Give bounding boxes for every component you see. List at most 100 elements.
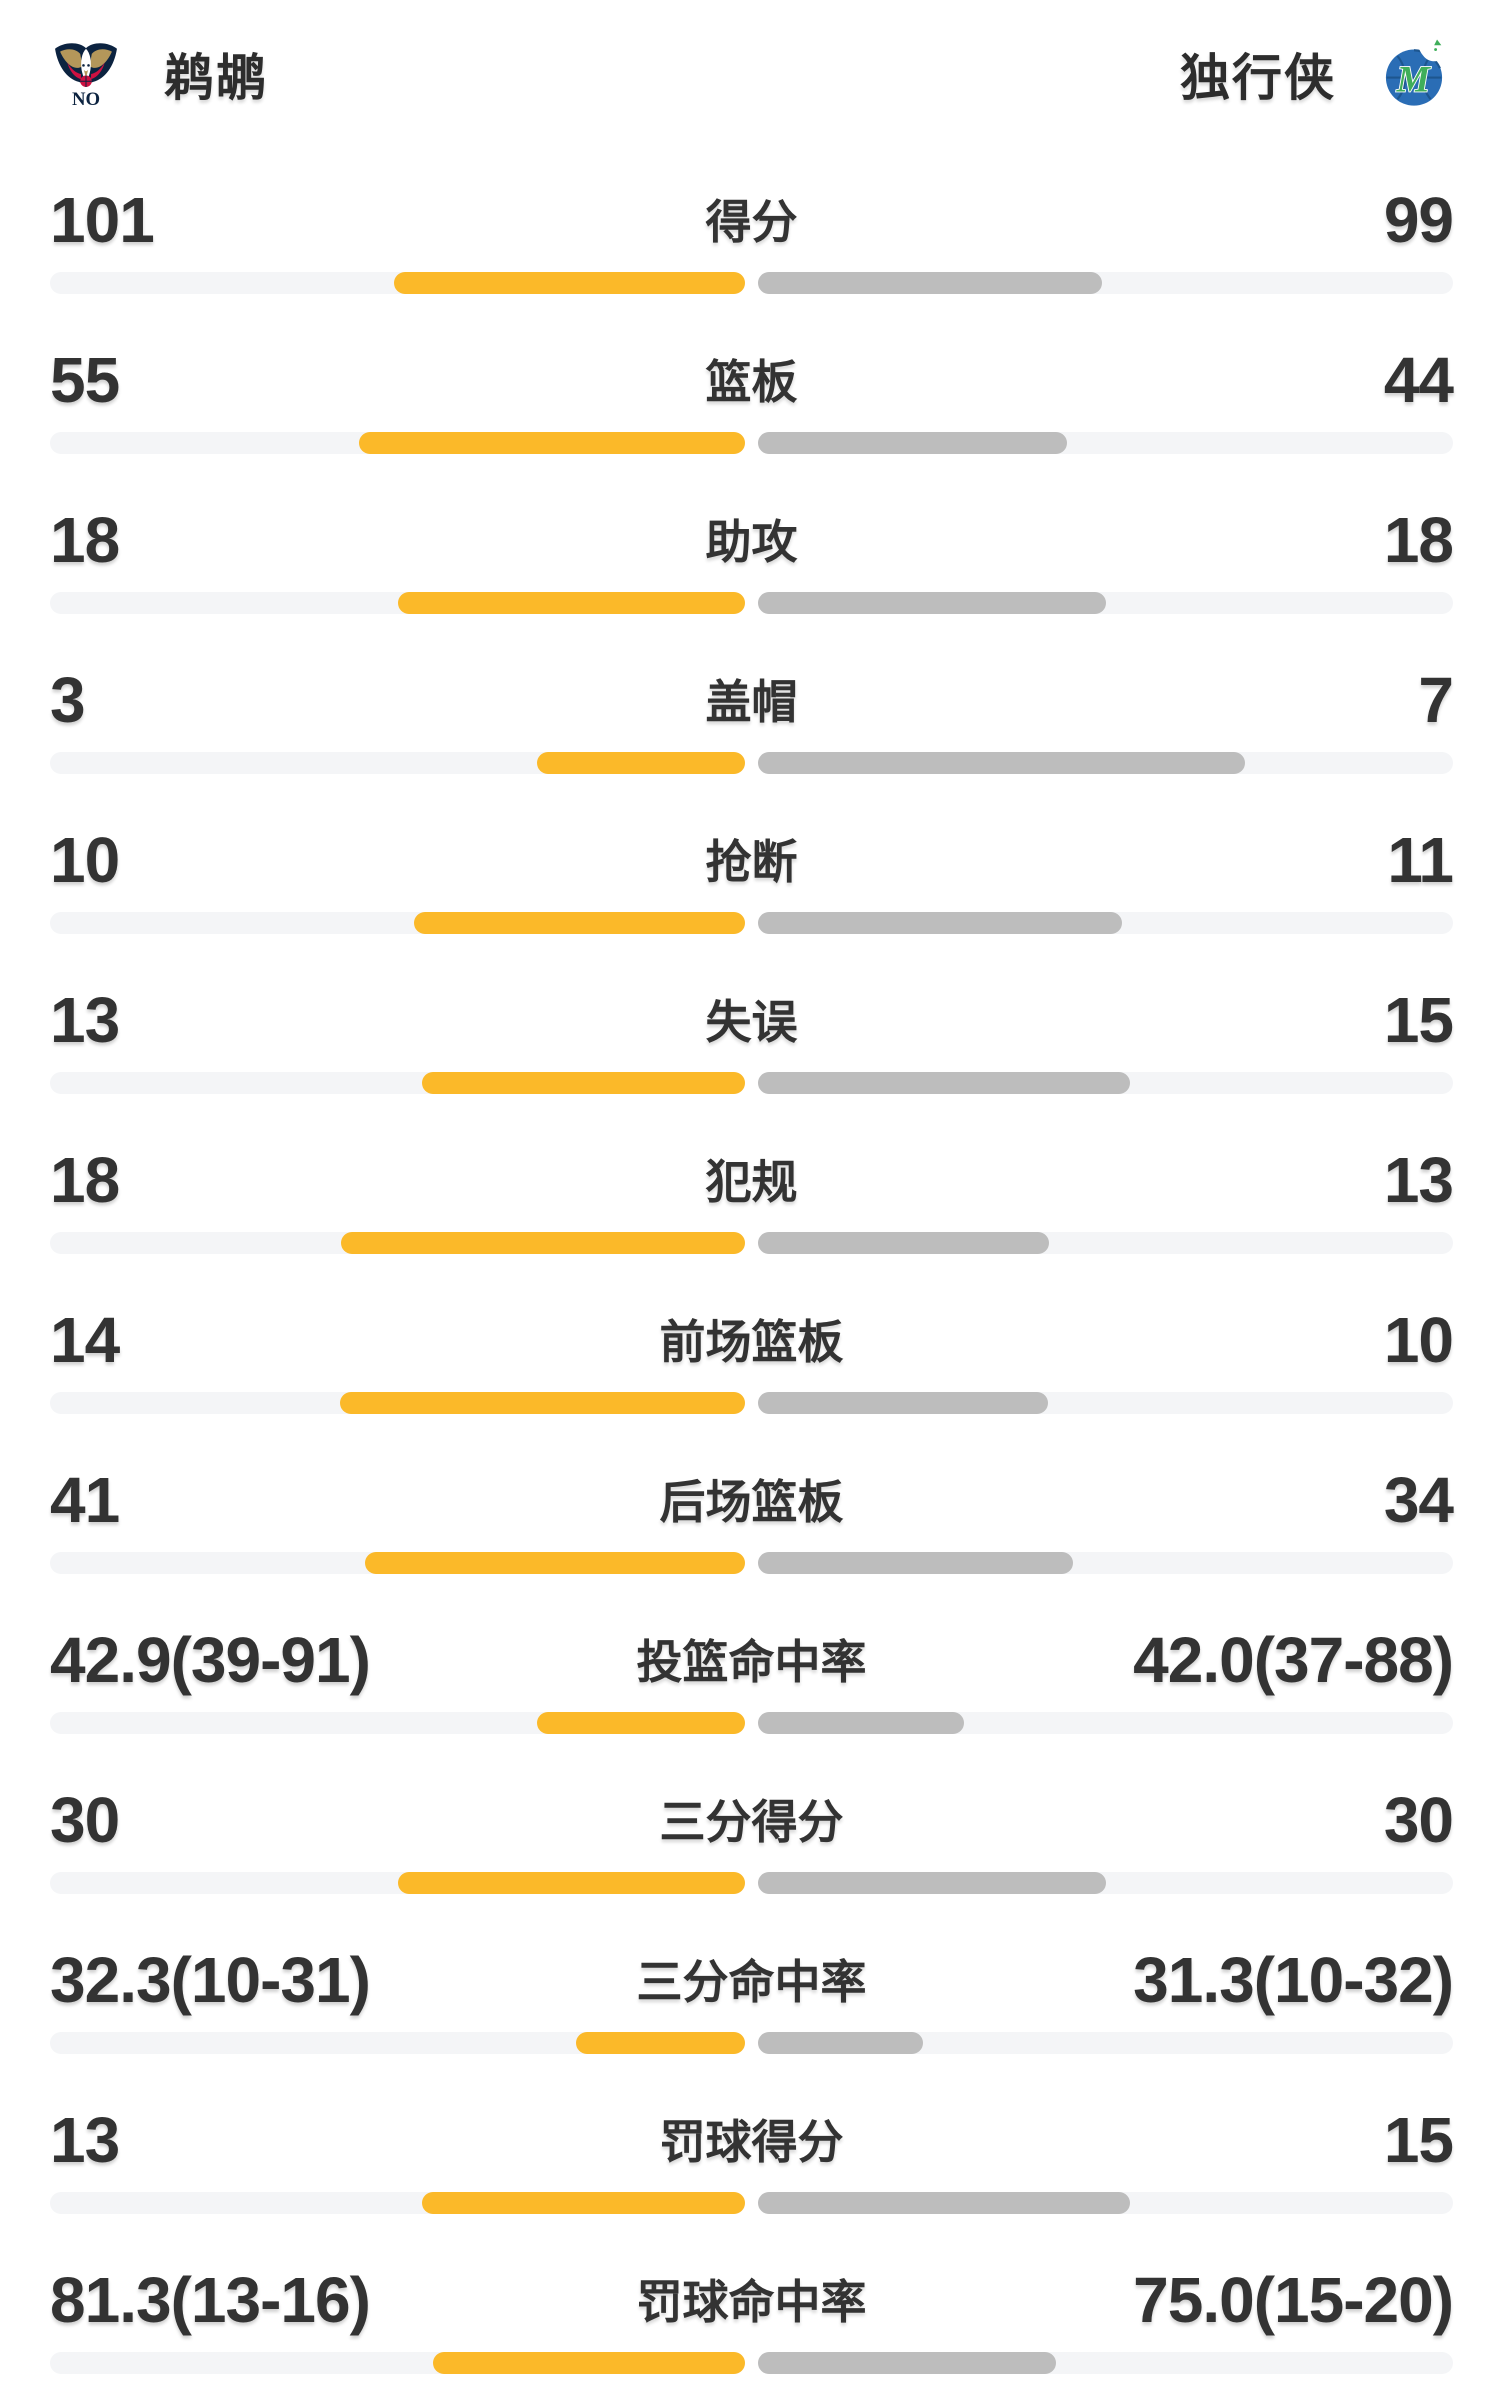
stat-bars: [50, 2352, 1453, 2374]
stat-bars: [50, 752, 1453, 774]
stat-bars: [50, 2192, 1453, 2214]
bar-fill-away: [758, 432, 1067, 454]
bar-fill-home: [341, 1232, 745, 1254]
stat-values-line: 13 失误 15: [50, 984, 1454, 1056]
home-team[interactable]: NO 鹈鹕: [50, 38, 268, 110]
bar-track-away: [758, 592, 1453, 614]
bar-fill-home: [365, 1552, 745, 1574]
stat-bars: [50, 1072, 1453, 1094]
stat-values-line: 32.3(10-31) 三分命中率 31.3(10-32): [50, 1948, 1454, 2012]
bar-fill-away: [758, 912, 1123, 934]
stat-label: 篮板: [705, 356, 798, 408]
bar-fill-away: [758, 2352, 1056, 2374]
bar-track-away: [758, 1872, 1453, 1894]
bar-track-home: [50, 1072, 745, 1094]
away-value: 15: [1383, 2104, 1454, 2176]
bar-fill-home: [414, 912, 745, 934]
home-value: 10: [50, 824, 120, 896]
bar-track-home: [50, 752, 745, 774]
stat-values-line: 41 后场篮板 34: [50, 1464, 1454, 1536]
stat-label: 罚球得分: [659, 2116, 844, 2168]
home-value: 13: [50, 2104, 120, 2176]
bar-fill-away: [758, 2192, 1131, 2214]
stat-row: 30 三分得分 30: [50, 1784, 1454, 1916]
stat-label: 罚球命中率: [636, 2276, 867, 2328]
bar-fill-home: [358, 432, 745, 454]
away-value: 44: [1383, 344, 1454, 416]
away-value: 10: [1383, 1304, 1454, 1376]
bar-fill-home: [397, 1872, 745, 1894]
pelicans-logo: NO: [55, 43, 117, 110]
bar-track-away: [758, 1072, 1453, 1094]
stat-bars: [50, 1552, 1453, 1574]
stat-label: 后场篮板: [659, 1476, 844, 1528]
stat-values-line: 30 三分得分 30: [50, 1784, 1454, 1856]
stat-label: 三分命中率: [636, 1956, 867, 2008]
stat-bars: [50, 1232, 1453, 1254]
bar-fill-home: [394, 272, 745, 294]
bar-track-home: [50, 272, 745, 294]
bar-track-away: [758, 752, 1453, 774]
stat-label: 前场篮板: [659, 1316, 844, 1368]
stat-label: 抢断: [705, 836, 798, 888]
stat-bars: [50, 1392, 1453, 1414]
stat-bars: [50, 2032, 1453, 2054]
away-value: 15: [1383, 984, 1454, 1056]
away-team-name: 独行侠: [1180, 50, 1336, 106]
stat-row: 55 篮板 44: [50, 344, 1454, 476]
home-value: 18: [50, 504, 120, 576]
away-value: 42.0(37-88): [1133, 1624, 1454, 1696]
stat-values-line: 18 犯规 13: [50, 1144, 1454, 1216]
home-value: 41: [50, 1464, 120, 1536]
bar-fill-away: [758, 1232, 1050, 1254]
bar-fill-away: [758, 1072, 1131, 1094]
bar-fill-home: [536, 752, 745, 774]
mavericks-logo: M: [1385, 39, 1446, 106]
bar-track-home: [50, 1232, 745, 1254]
bar-track-home: [50, 2192, 745, 2214]
home-team-name: 鹈鹕: [164, 50, 268, 106]
bar-fill-away: [758, 1552, 1074, 1574]
bar-track-home: [50, 1872, 745, 1894]
bar-fill-home: [422, 2192, 745, 2214]
stat-values-line: 10 抢断 11: [50, 824, 1454, 896]
stat-bars: [50, 592, 1453, 614]
bar-fill-home: [422, 1072, 745, 1094]
bar-fill-home: [397, 592, 745, 614]
bar-track-away: [758, 1392, 1453, 1414]
bar-fill-away: [758, 1872, 1106, 1894]
stat-row: 3 盖帽 7: [50, 668, 1454, 796]
stat-label: 三分得分: [659, 1796, 844, 1848]
bar-fill-away: [758, 2032, 924, 2054]
stat-row: 81.3(13-16) 罚球命中率 75.0(15-20): [50, 2268, 1454, 2396]
stat-values-line: 55 篮板 44: [50, 344, 1454, 416]
stat-values-line: 3 盖帽 7: [50, 668, 1454, 732]
bar-track-home: [50, 912, 745, 934]
stat-bars: [50, 272, 1453, 294]
home-value: 30: [50, 1784, 120, 1856]
stat-values-line: 13 罚球得分 15: [50, 2104, 1454, 2176]
stat-label: 助攻: [705, 516, 798, 568]
bar-fill-home: [433, 2352, 745, 2374]
stat-values-line: 81.3(13-16) 罚球命中率 75.0(15-20): [50, 2268, 1454, 2332]
bar-track-away: [758, 2192, 1453, 2214]
away-team[interactable]: 独行侠 M: [1180, 38, 1450, 110]
stat-row: 13 罚球得分 15: [50, 2104, 1454, 2236]
bar-fill-home: [339, 1392, 745, 1414]
bar-fill-away: [758, 1712, 964, 1734]
bar-fill-away: [758, 1392, 1048, 1414]
bar-track-away: [758, 2032, 1453, 2054]
stat-row: 10 抢断 11: [50, 824, 1454, 956]
stat-label: 犯规: [705, 1156, 798, 1208]
home-value: 101: [50, 184, 155, 256]
stat-row: 18 犯规 13: [50, 1144, 1454, 1276]
bar-fill-away: [758, 272, 1103, 294]
bar-track-away: [758, 912, 1453, 934]
stat-label: 盖帽: [705, 676, 798, 728]
stat-values-line: 42.9(39-91) 投篮命中率 42.0(37-88): [50, 1624, 1454, 1696]
stat-row: 14 前场篮板 10: [50, 1304, 1454, 1436]
home-value: 18: [50, 1144, 120, 1216]
bar-track-away: [758, 272, 1453, 294]
stat-bars: [50, 912, 1453, 934]
home-value: 13: [50, 984, 120, 1056]
